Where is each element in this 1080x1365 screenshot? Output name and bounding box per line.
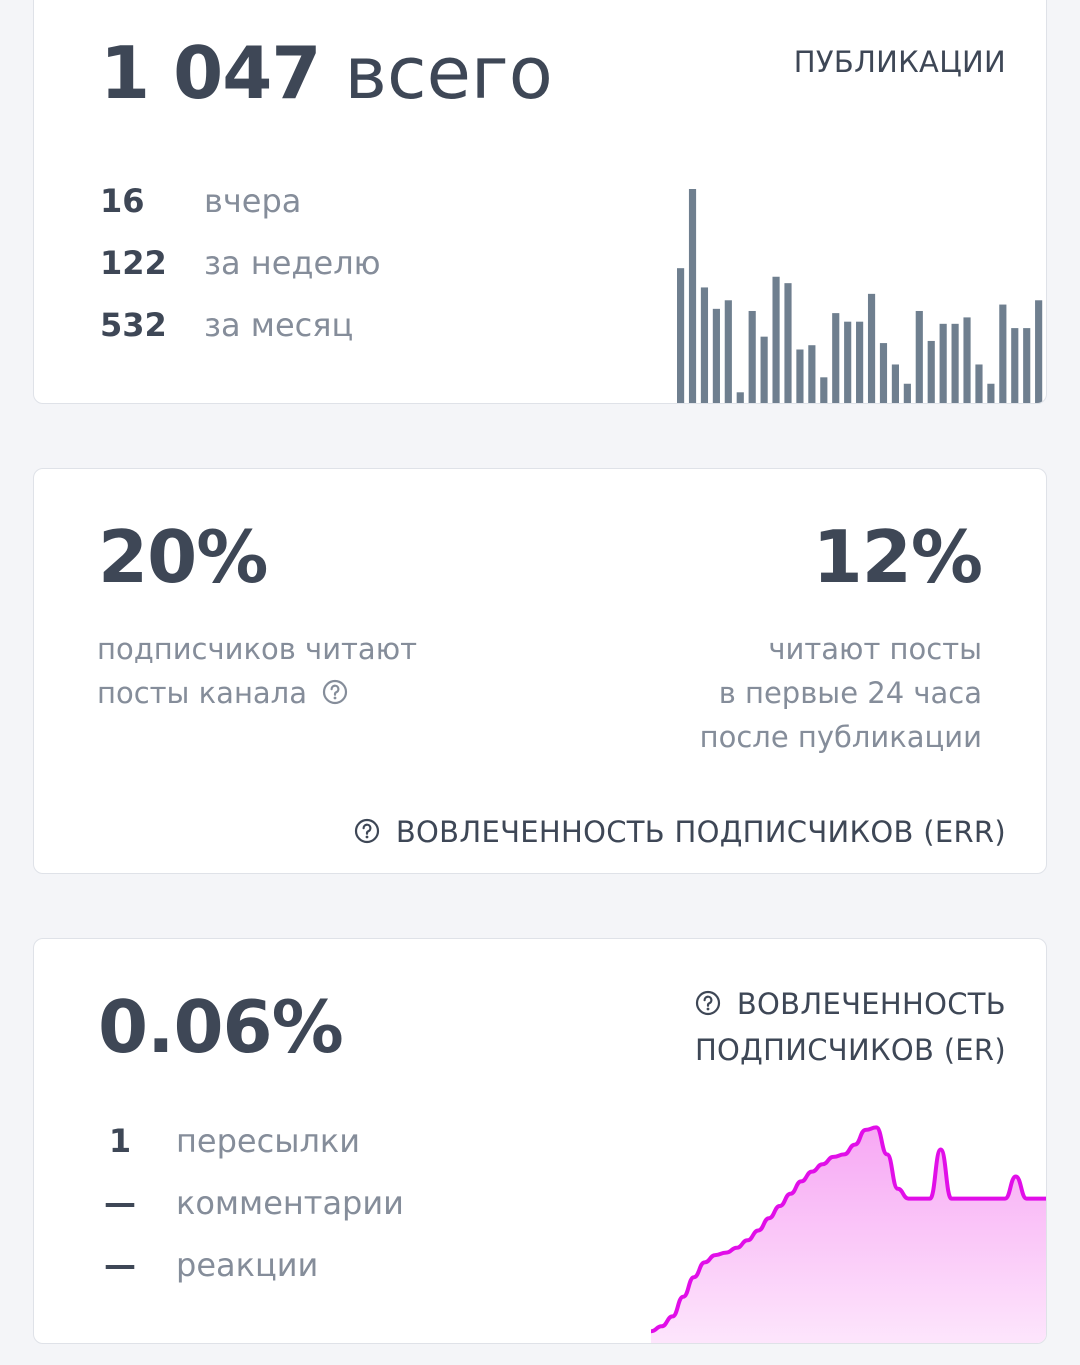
publication-bar [724,300,732,403]
er-row-comments: — комментарии [100,1187,404,1219]
stat-value: 122 [100,244,167,282]
publication-bar [891,364,899,403]
stat-row-week: 122 за неделю [100,247,381,279]
publication-bar [784,283,792,403]
first-day-readers-percent: 12% [812,515,983,599]
publications-bar-chart [677,189,1043,403]
publication-bar [856,321,864,403]
publication-bar [867,293,876,403]
stat-label: вчера [204,182,302,220]
stat-value: 532 [100,306,167,344]
publications-title: ПУБЛИКАЦИИ [793,45,1006,79]
publication-bar [820,377,828,403]
publication-bar [844,321,852,403]
publication-bar [748,310,756,403]
publication-bar [712,308,720,403]
publication-bar [879,343,888,403]
err-card: 20% 12% подписчиков читают посты канала … [33,468,1047,874]
first-day-description: читают посты в первые 24 часа после публ… [582,627,982,759]
readers-description: подписчиков читают посты канала [97,627,517,715]
er-line [651,1125,1046,1334]
publication-bar [808,345,816,403]
help-icon[interactable] [322,679,348,705]
publication-bar [999,304,1007,403]
publication-bar [736,392,744,403]
err-footer-label: ВОВЛЕЧЕННОСТЬ ПОДПИСЧИКОВ (ERR) [395,815,1006,849]
er-title-line: ПОДПИСЧИКОВ (ER) [694,1033,1006,1067]
er-stat-label: комментарии [176,1184,404,1222]
er-stat-label: пересылки [176,1122,361,1160]
er-row-forwards: 1 пересылки [100,1125,360,1157]
help-icon[interactable] [695,990,721,1016]
publication-bar [939,323,947,403]
publications-total-unit: всего [344,31,553,115]
er-row-reactions: — реакции [100,1249,318,1281]
er-title-line: ВОВЛЕЧЕННОСТЬ [736,987,1006,1021]
readers-description-line: подписчиков читают [97,632,418,666]
readers-percent: 20% [98,515,268,599]
publication-bar [915,310,923,403]
publications-card: 1 047 всего ПУБЛИКАЦИИ 16 вчера 122 за нед… [33,0,1047,404]
publication-bar [1011,328,1019,403]
publication-bar [987,383,995,403]
publication-bar [688,189,697,403]
publication-bar [677,268,685,403]
help-icon[interactable] [354,818,380,844]
er-stat-value: 1 [108,1122,132,1160]
stat-row-yesterday: 16 вчера [100,185,301,217]
er-percent: 0.06% [98,985,344,1069]
publication-bar [975,364,983,403]
publications-total-value: 1 047 [100,31,321,115]
publication-bar [927,340,935,403]
stat-label: за месяц [204,306,354,344]
er-area-fill [651,1127,1046,1343]
er-stat-value: — [104,1184,136,1222]
publication-bar [772,276,780,403]
er-stat-label: реакции [176,1246,319,1284]
err-footer[interactable]: ВОВЛЕЧЕННОСТЬ ПОДПИСЧИКОВ (ERR) [348,815,1006,850]
er-area-chart [651,1125,1046,1343]
first-day-description-line: после публикации [699,720,982,754]
publication-bar [700,287,709,403]
publication-bar [963,317,971,403]
first-day-description-line: читают посты [768,632,982,666]
er-card: 0.06% ВОВЛЕЧЕННОСТЬ ПОДПИСЧИКОВ (ER) 1 пе… [33,938,1047,1344]
stat-row-month: 532 за месяц [100,309,353,341]
er-stat-value: — [104,1246,136,1284]
readers-description-line: посты канала [97,676,307,710]
er-title[interactable]: ВОВЛЕЧЕННОСТЬ ПОДПИСЧИКОВ (ER) [626,981,1006,1073]
stat-label: за неделю [204,244,381,282]
publication-bar [951,323,959,403]
publication-bar [903,383,911,403]
publications-total: 1 047 всего [100,37,553,109]
publication-bar [760,336,768,403]
stat-value: 16 [100,182,145,220]
publication-bar [796,349,804,403]
first-day-description-line: в первые 24 часа [718,676,982,710]
publication-bar [1023,328,1031,403]
publication-bar [1035,300,1043,403]
publication-bar [832,313,840,403]
